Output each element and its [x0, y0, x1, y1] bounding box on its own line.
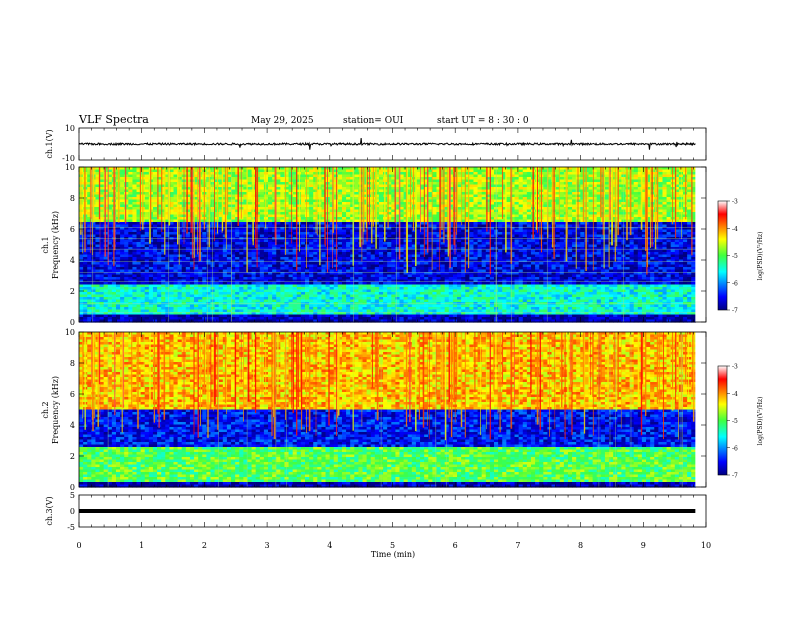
- ch1-ytick-top: 10: [65, 124, 75, 133]
- date-label: May 29, 2025: [251, 116, 314, 126]
- start-time-label: start UT = 8 : 30 : 0: [437, 116, 529, 126]
- ch1-ylabel: ch.1(V): [45, 129, 54, 158]
- ch1-waveform-panel: 10 -10 ch.1(V): [45, 124, 706, 163]
- ch1-spectrogram-image: [79, 167, 706, 323]
- station-label: station= OUI: [343, 116, 404, 126]
- figure-title: VLF Spectra: [78, 113, 149, 126]
- ch1-ytick-bottom: -10: [62, 154, 75, 163]
